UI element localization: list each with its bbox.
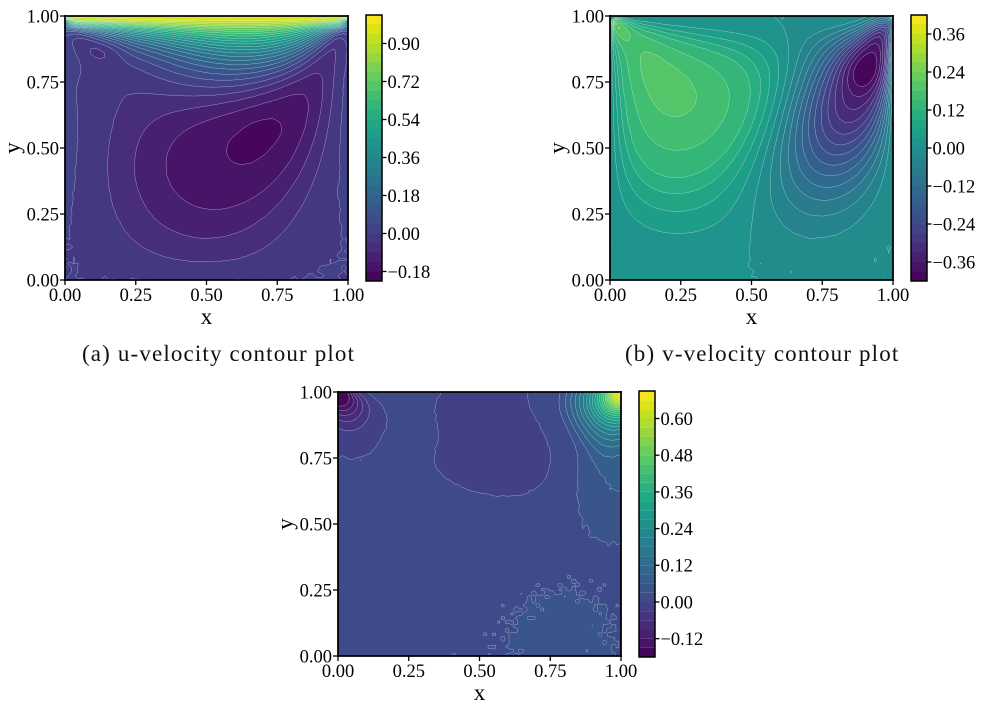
- svg-text:1.00: 1.00: [572, 7, 604, 27]
- svg-text:1.00: 1.00: [877, 286, 909, 306]
- svg-text:0.00: 0.00: [300, 647, 332, 667]
- svg-text:y: y: [0, 142, 25, 154]
- svg-text:0.25: 0.25: [27, 205, 59, 225]
- svg-text:0.00: 0.00: [322, 662, 354, 682]
- svg-text:−0.24: −0.24: [933, 215, 976, 235]
- svg-text:y: y: [545, 142, 570, 154]
- svg-text:1.00: 1.00: [300, 383, 332, 403]
- svg-text:0.18: 0.18: [388, 187, 420, 207]
- svg-text:0.48: 0.48: [661, 447, 693, 467]
- svg-text:−0.18: −0.18: [388, 263, 431, 283]
- svg-text:0.90: 0.90: [388, 35, 420, 55]
- svg-text:1.00: 1.00: [605, 662, 637, 682]
- svg-text:0.50: 0.50: [463, 662, 495, 682]
- svg-text:0.00: 0.00: [27, 271, 59, 291]
- svg-text:0.75: 0.75: [261, 286, 293, 306]
- svg-text:0.50: 0.50: [300, 515, 332, 535]
- svg-text:0.25: 0.25: [665, 286, 697, 306]
- svg-text:0.12: 0.12: [661, 557, 693, 577]
- svg-text:−0.12: −0.12: [933, 177, 976, 197]
- svg-text:0.75: 0.75: [27, 73, 59, 93]
- svg-text:0.75: 0.75: [572, 73, 604, 93]
- svg-text:0.50: 0.50: [735, 286, 767, 306]
- svg-text:0.25: 0.25: [300, 581, 332, 601]
- svg-text:0.72: 0.72: [388, 73, 420, 93]
- svg-text:0.75: 0.75: [806, 286, 838, 306]
- svg-text:0.36: 0.36: [661, 483, 693, 503]
- svg-text:0.25: 0.25: [572, 205, 604, 225]
- svg-text:0.25: 0.25: [393, 662, 425, 682]
- svg-text:−0.36: −0.36: [933, 253, 976, 273]
- svg-text:0.75: 0.75: [534, 662, 566, 682]
- svg-text:−0.12: −0.12: [661, 630, 704, 650]
- svg-text:x: x: [201, 304, 213, 329]
- svg-text:0.50: 0.50: [190, 286, 222, 306]
- svg-text:0.54: 0.54: [388, 111, 420, 131]
- svg-text:0.00: 0.00: [661, 593, 693, 613]
- svg-text:0.24: 0.24: [933, 63, 965, 83]
- svg-text:0.60: 0.60: [661, 410, 693, 430]
- svg-text:1.00: 1.00: [332, 286, 364, 306]
- svg-text:x: x: [746, 304, 758, 329]
- svg-text:0.36: 0.36: [933, 25, 965, 45]
- svg-text:0.00: 0.00: [933, 139, 965, 159]
- svg-text:0.00: 0.00: [388, 225, 420, 245]
- svg-text:0.00: 0.00: [49, 286, 81, 306]
- svg-text:0.00: 0.00: [594, 286, 626, 306]
- svg-text:y: y: [273, 518, 298, 530]
- svg-text:0.50: 0.50: [27, 139, 59, 159]
- svg-text:x: x: [474, 680, 486, 705]
- svg-text:1.00: 1.00: [27, 7, 59, 27]
- svg-text:0.00: 0.00: [572, 271, 604, 291]
- svg-text:0.24: 0.24: [661, 520, 693, 540]
- svg-text:0.50: 0.50: [572, 139, 604, 159]
- svg-text:0.12: 0.12: [933, 101, 965, 121]
- svg-text:0.36: 0.36: [388, 149, 420, 169]
- svg-text:0.75: 0.75: [300, 449, 332, 469]
- svg-text:0.25: 0.25: [120, 286, 152, 306]
